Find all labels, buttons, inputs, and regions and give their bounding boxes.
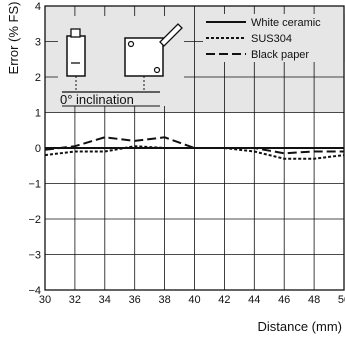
x-tick-label-44: 44 (248, 294, 260, 306)
sensor-cable-icon (159, 23, 183, 47)
series-line-black-paper (44, 136, 344, 155)
y-tick-label--3: −3 (28, 250, 41, 262)
y-tick-label--2: −2 (28, 214, 41, 226)
x-tick-label-50: 50 (338, 294, 345, 306)
series-line-sus304 (44, 145, 345, 160)
legend-label-white-ceramic: White ceramic (251, 17, 321, 29)
sensor-front-icon (66, 35, 86, 77)
y-tick-label-1: 1 (35, 108, 41, 120)
inclination-label: 0° inclination (60, 92, 134, 107)
y-tick-label-4: 4 (35, 1, 41, 13)
series-lines (44, 136, 345, 160)
y-tick-label--1: −1 (28, 179, 41, 191)
x-tick-label-30: 30 (39, 294, 51, 306)
legend-label-black-paper: Black paper (251, 49, 309, 61)
sensor-side-icon (124, 37, 164, 77)
x-tick-label-48: 48 (308, 294, 320, 306)
tick-labels: 303234363840424446485043210−1−2−3−4 (28, 1, 345, 306)
x-tick-label-46: 46 (278, 294, 290, 306)
x-tick-label-40: 40 (188, 294, 200, 306)
x-tick-label-42: 42 (218, 294, 230, 306)
sensor-illustration: 0° inclination (58, 16, 184, 107)
legend: White ceramic SUS304 Black paper (203, 14, 345, 62)
y-tick-label--4: −4 (28, 285, 41, 297)
x-tick-label-32: 32 (69, 294, 81, 306)
x-tick-label-36: 36 (129, 294, 141, 306)
y-tick-label-2: 2 (35, 72, 41, 84)
sensor-front-cap-icon (70, 28, 81, 38)
y-tick-label-0: 0 (35, 143, 41, 155)
x-tick-label-34: 34 (99, 294, 111, 306)
x-axis-label: Distance (mm) (257, 319, 342, 334)
x-tick-label-38: 38 (158, 294, 170, 306)
y-tick-label-3: 3 (35, 37, 41, 49)
plot-frame (44, 5, 345, 291)
y-axis-label: Error (% FS) (6, 2, 21, 75)
legend-label-sus304: SUS304 (251, 33, 292, 45)
